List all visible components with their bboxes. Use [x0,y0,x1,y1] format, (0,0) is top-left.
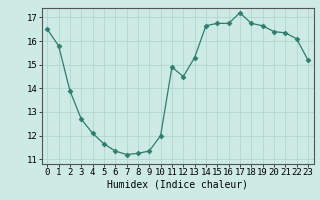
X-axis label: Humidex (Indice chaleur): Humidex (Indice chaleur) [107,180,248,190]
